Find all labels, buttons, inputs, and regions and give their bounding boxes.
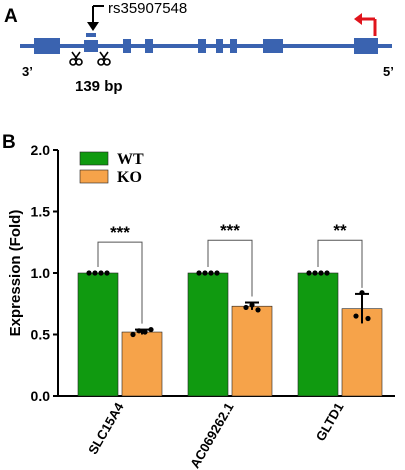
data-point — [208, 270, 214, 276]
significance-bracket — [207, 239, 253, 297]
bar-chart: 0.00.51.01.52.0***SLC15A4***AC069262.1**… — [31, 142, 395, 470]
data-point — [130, 331, 136, 338]
data-point — [255, 307, 261, 313]
exon-6 — [216, 39, 223, 53]
legend-label-wt: WT — [117, 151, 144, 168]
bar-group: *** AC069262.1 — [187, 221, 273, 470]
y-tick-label: 0.0 — [31, 388, 51, 404]
x-tick-label: AC069262.1 — [187, 400, 236, 470]
legend-swatch-ko — [79, 169, 109, 184]
deleted-region — [86, 33, 96, 37]
x-tick-label: GLTD1 — [313, 400, 347, 444]
data-point — [353, 313, 359, 319]
significance-label: *** — [110, 223, 130, 242]
bar-group: *** SLC15A4 — [77, 223, 163, 457]
snp-label: rs35907548 — [108, 0, 187, 17]
data-point — [312, 270, 318, 276]
data-point — [318, 270, 324, 276]
data-point — [306, 270, 312, 276]
data-point — [249, 302, 255, 308]
y-tick-label: 2.0 — [31, 142, 51, 158]
deletion-size-label: 139 bp — [75, 78, 123, 95]
exon-8 — [263, 39, 283, 53]
significance-label: ** — [333, 221, 347, 240]
bar-wt — [187, 272, 229, 397]
snp-arrow-icon — [87, 5, 104, 31]
data-point — [104, 270, 110, 276]
panel-a-label: A — [4, 6, 18, 27]
panel-b-label: B — [2, 132, 16, 153]
bar-ko — [231, 305, 273, 397]
data-point — [142, 329, 148, 335]
data-point — [365, 315, 371, 322]
bar-group: ** GLTD1 — [297, 221, 383, 444]
x-tick-label: SLC15A4 — [85, 399, 127, 457]
significance-bracket — [317, 239, 363, 288]
exon-3 — [123, 39, 131, 53]
y-tick-label: 1.5 — [31, 204, 51, 220]
exon-5 — [198, 39, 206, 53]
data-point — [196, 270, 202, 276]
panel-a: A rs35907548 — [4, 0, 394, 95]
data-point — [92, 270, 98, 276]
data-point — [202, 270, 208, 276]
exon-1 — [34, 38, 60, 54]
legend-swatch-wt — [79, 151, 109, 166]
five-prime-end-label: 5’ — [383, 64, 394, 79]
data-point — [243, 304, 249, 311]
significance-bracket — [97, 241, 143, 324]
data-point — [136, 328, 142, 334]
y-axis-label: Expression (Fold) — [7, 210, 24, 337]
scissors-icon — [97, 51, 111, 66]
significance-label: *** — [220, 221, 240, 240]
bar-ko — [121, 331, 163, 397]
exon-9 — [354, 38, 378, 54]
exon-4 — [145, 39, 153, 53]
y-tick-label: 1.0 — [31, 265, 51, 281]
scissors-icon — [69, 51, 83, 66]
data-point — [324, 270, 330, 276]
bar-wt — [77, 272, 119, 397]
data-point — [148, 326, 154, 333]
three-prime-end-label: 3’ — [22, 64, 33, 79]
data-point — [98, 270, 104, 276]
y-tick-label: 0.5 — [31, 327, 51, 343]
bar-wt — [297, 272, 339, 397]
exon-2 — [84, 40, 98, 52]
data-point — [214, 270, 220, 276]
exon-7 — [230, 39, 237, 53]
panel-b: B Expression (Fold) 0.0 0.5 1.0 1.5 2.0 *** SL… — [2, 132, 395, 470]
data-point — [359, 290, 365, 296]
legend-label-ko: KO — [117, 169, 142, 186]
transcription-start-arrow-icon — [354, 13, 377, 36]
data-point — [86, 270, 92, 276]
